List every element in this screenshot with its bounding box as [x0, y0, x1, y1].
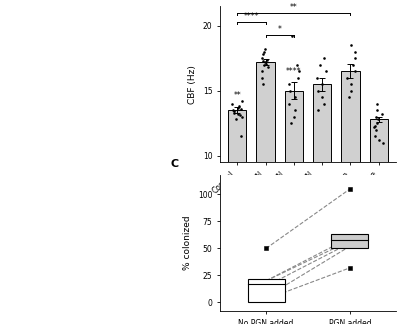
Point [379, 111, 385, 117]
Point [235, 111, 242, 117]
Point [261, 49, 267, 54]
Point [319, 82, 325, 87]
Point [376, 137, 382, 143]
Y-axis label: CBF (Hz): CBF (Hz) [188, 65, 197, 104]
Point [351, 49, 358, 54]
Point [260, 52, 267, 57]
Point [265, 65, 272, 70]
Bar [313, 84, 331, 285]
Point [350, 62, 356, 67]
Point [318, 95, 325, 100]
Point [260, 58, 266, 64]
Point [235, 105, 242, 110]
Bar [256, 62, 275, 285]
Point [373, 114, 380, 119]
Point [321, 101, 327, 106]
Point [315, 108, 321, 113]
Point [374, 108, 380, 113]
Point [264, 57, 270, 62]
Point [287, 88, 294, 93]
Text: **: ** [233, 91, 241, 100]
Point [348, 43, 355, 48]
Point [230, 110, 237, 115]
Point [259, 69, 266, 74]
Point [236, 113, 243, 118]
Point [230, 108, 236, 113]
Bar [332, 234, 368, 249]
Point [294, 62, 300, 67]
Bar [370, 119, 388, 285]
Point [289, 34, 295, 39]
Point [372, 123, 378, 128]
Bar [228, 110, 246, 285]
Text: ****: **** [244, 12, 259, 21]
Point [292, 95, 298, 100]
Text: *: * [278, 25, 282, 34]
Point [259, 56, 265, 61]
Point [372, 133, 378, 139]
Point [380, 140, 386, 145]
Point [260, 62, 267, 67]
Text: **: ** [290, 3, 298, 12]
Point [374, 121, 380, 126]
Point [314, 75, 321, 80]
Y-axis label: % colonized: % colonized [183, 216, 192, 270]
Point [236, 104, 242, 109]
Point [348, 88, 354, 93]
Point [372, 127, 379, 132]
Point [286, 101, 292, 106]
Point [238, 114, 245, 119]
Point [352, 69, 358, 74]
Point [323, 69, 330, 74]
Text: B: B [171, 0, 179, 1]
Bar [341, 71, 360, 285]
Point [292, 108, 298, 113]
Point [262, 60, 268, 65]
Point [344, 75, 350, 80]
Point [371, 124, 377, 130]
Point [259, 75, 266, 80]
Point [262, 61, 269, 66]
Point [288, 121, 294, 126]
Point [237, 133, 244, 139]
Point [259, 82, 266, 87]
Point [315, 88, 322, 93]
Bar [248, 279, 284, 302]
Point [230, 109, 237, 114]
Text: ****: **** [286, 67, 302, 76]
Point [229, 101, 236, 106]
Point [373, 101, 380, 106]
Point [233, 117, 239, 122]
Point [291, 114, 297, 119]
Point [316, 62, 323, 67]
Point [345, 95, 352, 100]
Text: C: C [171, 159, 179, 169]
Point [321, 56, 327, 61]
Point [286, 82, 293, 87]
Point [295, 75, 302, 80]
Point [238, 106, 244, 111]
Point [262, 47, 268, 52]
Point [374, 117, 381, 122]
Point [239, 98, 245, 104]
Point [295, 69, 302, 74]
Bar [285, 91, 303, 285]
Point [348, 82, 354, 87]
Point [352, 56, 358, 61]
